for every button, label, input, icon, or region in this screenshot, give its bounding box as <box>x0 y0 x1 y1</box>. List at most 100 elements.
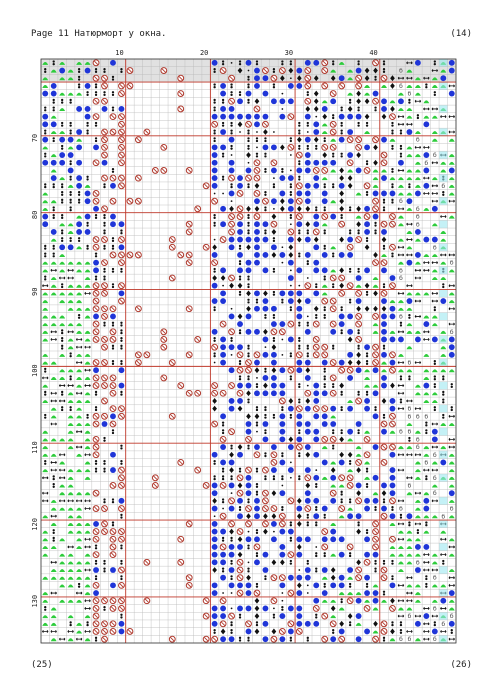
stitch-double-arrow <box>84 499 91 503</box>
stitch-double-dot <box>357 344 360 350</box>
stitch-dot <box>264 346 267 349</box>
stitch-green-mound <box>448 484 455 488</box>
stitch-double-dot <box>247 498 250 504</box>
stitch-stop-circle <box>228 612 235 620</box>
stitch-stop-circle <box>211 120 219 128</box>
stitch-stop-circle <box>321 635 329 643</box>
stitch-green-mound <box>42 323 49 327</box>
stitch-double-dot <box>111 283 115 289</box>
stitch-dot <box>256 131 258 133</box>
stitch-double-dot <box>298 144 301 150</box>
stitch-diamond <box>296 205 302 212</box>
stitch-stop-circle <box>134 359 142 366</box>
stitch-green-mound <box>76 300 83 304</box>
stitch-green-mound <box>414 261 421 265</box>
stitch-blue-circle <box>228 113 235 120</box>
stitch-blue-circle <box>211 520 218 527</box>
stitch-green-mound <box>42 430 49 434</box>
stitch-blue-circle <box>423 152 430 158</box>
cyan-cell <box>439 220 448 229</box>
stitch-green-mound <box>414 85 421 88</box>
stitch-stop-circle <box>92 505 100 512</box>
stitch-stop-circle <box>321 59 329 67</box>
stitch-blue-circle <box>211 536 218 543</box>
stitch-stop-circle <box>372 97 379 105</box>
stitch-green-mound <box>398 92 404 96</box>
stitch-green-mound <box>414 461 421 465</box>
stitch-green-mound <box>406 561 413 565</box>
stitch-blue-circle <box>245 590 252 596</box>
stitch-blue-circle <box>304 374 311 381</box>
stitch-blue-circle <box>262 75 269 82</box>
stitch-stop-circle <box>236 474 244 482</box>
stitch-stop-circle <box>329 389 337 397</box>
stitch-double-dot <box>289 536 293 542</box>
stitch-blue-circle <box>237 267 243 274</box>
stitch-dot <box>289 284 292 287</box>
stitch-double-dot <box>255 421 259 427</box>
stitch-double-arrow <box>397 522 405 526</box>
stitch-blue-circle <box>245 313 252 320</box>
stitch-green-mound <box>84 269 91 273</box>
stitch-stop-circle <box>346 282 354 290</box>
stitch-double-dot <box>111 267 115 273</box>
stitch-double-dot <box>289 636 293 642</box>
stitch-green-mound <box>42 330 49 334</box>
stitch-green-mound <box>448 177 455 181</box>
stitch-double-dot <box>408 521 411 527</box>
stitch-stop-circle <box>253 159 261 167</box>
stitch-double-dot <box>120 444 123 450</box>
stitch-green-mound <box>321 292 328 296</box>
stitch-blue-circle <box>93 367 99 374</box>
stitch-blue-circle <box>389 513 396 520</box>
stitch-blue-circle <box>270 305 277 312</box>
stitch-blue-circle <box>287 175 294 182</box>
stitch-blue-circle <box>270 244 277 251</box>
stitch-diamond <box>373 159 378 166</box>
stitch-double-arrow <box>448 445 455 449</box>
stitch-green-mound <box>42 61 49 65</box>
stitch-stop-circle <box>270 505 278 512</box>
stitch-stop-circle <box>329 120 337 128</box>
stitch-diamond <box>381 490 387 497</box>
stitch-double-arrow <box>414 314 422 318</box>
stitch-double-dot <box>298 252 301 258</box>
stitch-dot <box>315 546 318 548</box>
stitch-stop-circle <box>160 374 168 382</box>
stitch-green-mound <box>59 461 66 465</box>
stitch-double-arrow <box>440 553 447 557</box>
stitch-letter-b: б <box>416 443 420 451</box>
stitch-diamond <box>220 628 226 635</box>
stitch-diamond <box>271 367 277 374</box>
stitch-double-arrow <box>397 253 405 257</box>
stitch-double-dot <box>44 275 47 281</box>
stitch-double-arrow <box>406 599 413 603</box>
stitch-green-mound <box>76 353 83 357</box>
stitch-blue-circle <box>93 267 99 274</box>
stitch-double-dot <box>382 60 386 66</box>
stitch-blue-circle <box>313 121 320 128</box>
stitch-green-mound <box>406 546 413 549</box>
stitch-blue-circle <box>50 82 57 89</box>
stitch-double-dot <box>103 567 106 573</box>
stitch-stop-circle <box>118 120 125 128</box>
stitch-stop-circle <box>92 97 100 105</box>
stitch-double-arrow <box>406 253 413 257</box>
stitch-blue-circle <box>296 190 303 197</box>
stitch-stop-circle <box>219 482 227 489</box>
stitch-double-dot <box>272 413 276 419</box>
stitch-double-dot <box>365 529 369 535</box>
stitch-green-mound <box>42 530 49 534</box>
stitch-blue-circle <box>262 90 269 97</box>
stitch-diamond <box>390 628 395 635</box>
stitch-green-mound <box>59 584 66 588</box>
stitch-green-mound <box>84 438 91 442</box>
stitch-stop-circle <box>245 520 252 528</box>
stitch-green-mound <box>406 85 413 88</box>
stitch-blue-circle <box>381 382 387 389</box>
stitch-double-dot <box>238 360 242 366</box>
stitch-double-dot <box>442 375 445 381</box>
stitch-double-dot <box>306 559 309 565</box>
stitch-double-dot <box>221 536 225 542</box>
stitch-double-dot <box>374 229 377 235</box>
